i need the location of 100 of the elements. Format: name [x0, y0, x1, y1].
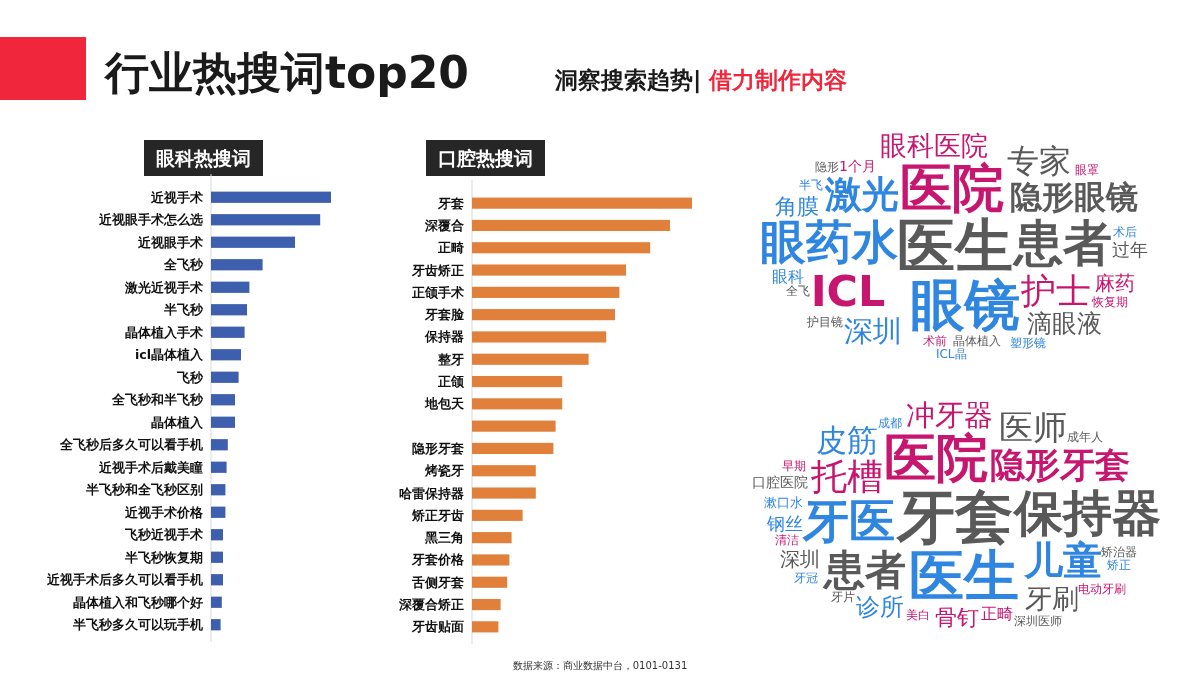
y-tick-label: 深覆合矫正: [398, 597, 464, 613]
text: 美白: [905, 607, 930, 622]
bar: [211, 236, 295, 248]
bar: [211, 416, 235, 428]
text: 患者: [1012, 215, 1113, 272]
bar: [211, 506, 226, 518]
text: 清洁: [774, 533, 799, 548]
bar: [211, 259, 263, 271]
bar: [472, 576, 508, 588]
text: 矫治器: [1101, 545, 1138, 560]
y-tick-label: 正颌手术: [411, 284, 464, 300]
text: 诊所: [855, 591, 904, 621]
text: 隐形眼镜: [1009, 178, 1138, 217]
text: 半飞: [798, 177, 823, 192]
y-tick-label: 近视手术价格: [124, 504, 204, 520]
y-tick-label: 正畸: [437, 240, 464, 256]
y-tick-label: 全飞秒: [163, 257, 204, 273]
bar: [211, 326, 245, 338]
y-tick-label: 烤瓷牙: [424, 463, 464, 479]
text: 矫正: [1106, 557, 1131, 572]
y-tick-label: 地包天: [424, 396, 464, 412]
y-tick-label: 牙套脸: [424, 307, 465, 323]
y-tick-label: 激光近视手术: [124, 279, 203, 295]
text: 隐形: [814, 159, 839, 174]
bar: [472, 598, 501, 611]
text: 洞察搜索趋势|: [554, 67, 702, 94]
bar: [472, 465, 536, 477]
y-tick-label: 舌侧牙套: [411, 574, 464, 590]
bar: [211, 214, 321, 226]
y-tick-label: 牙齿矫正: [411, 262, 464, 278]
text: ICL晶: [935, 347, 967, 362]
bar: [472, 353, 589, 365]
bar: [211, 619, 221, 631]
text: 借力制作内容: [708, 67, 848, 93]
y-tick-label: 晶体植入: [151, 414, 204, 430]
source-note: 数据来源：商业数据中台，0101-0131: [512, 660, 688, 671]
text: 骨钉: [935, 603, 980, 630]
bar: [211, 551, 223, 563]
y-tick-label: icl晶体植入: [135, 347, 204, 363]
text: 专家: [1007, 142, 1072, 181]
y-tick-label: 整牙: [437, 351, 464, 367]
text: 深圳医师: [1014, 614, 1063, 629]
text: 眼科医院: [879, 130, 988, 162]
bar: [211, 596, 222, 608]
text: 角膜: [774, 192, 819, 219]
bar: [472, 420, 556, 432]
text: 钢丝: [765, 512, 803, 534]
bar: [472, 554, 510, 566]
bar: [472, 509, 523, 521]
bar: [211, 394, 235, 406]
bar: [211, 304, 247, 316]
y-tick-label: 晶体植入和飞秒哪个好: [73, 594, 203, 610]
chart-title: 眼科热搜词: [156, 147, 251, 169]
bar: [472, 398, 563, 410]
text: 行业热搜词top20: [103, 47, 469, 98]
text: 早期: [782, 458, 807, 473]
bar: [472, 621, 499, 633]
bar: [211, 371, 239, 383]
bar: [211, 461, 227, 473]
y-tick-label: 矫正牙齿: [411, 507, 464, 523]
bar: [472, 264, 626, 276]
y-tick-label: 近视眼手术: [137, 234, 203, 250]
bar: [211, 574, 223, 586]
y-tick-label: 半飞秒恢复期: [124, 549, 203, 565]
text: 深圳: [843, 314, 902, 349]
bar: [472, 442, 554, 455]
bar: [211, 349, 241, 361]
y-tick-label: 深覆合: [424, 217, 464, 233]
text: 激光: [823, 172, 899, 217]
text: 术前: [922, 333, 947, 348]
y-tick-label: 飞秒近视手术: [124, 527, 203, 543]
y-tick-label: 牙套: [437, 195, 464, 211]
y-tick-label: 牙套价格: [411, 552, 465, 568]
bar: [472, 219, 670, 232]
text: 成都: [878, 415, 903, 430]
bar: [472, 242, 651, 254]
y-tick-label: 近视手术后戴美瞳: [98, 459, 203, 475]
y-tick-label: 近视手术后多久可以看手机: [46, 572, 203, 588]
text: 恢复期: [1090, 294, 1128, 309]
bar: [472, 532, 512, 544]
bar: [472, 487, 536, 499]
bar: [211, 191, 331, 203]
bar: [211, 281, 250, 293]
text: 深圳: [779, 546, 820, 571]
text: 成年人: [1067, 430, 1104, 445]
text: 电动牙刷: [1078, 582, 1127, 597]
y-tick-label: 半飞秒: [163, 302, 204, 318]
text: 漱口水: [764, 495, 804, 511]
y-tick-label: 哈雷保持器: [399, 485, 464, 501]
y-tick-label: 半飞秒多久可以玩手机: [72, 617, 203, 633]
bar: [211, 529, 223, 541]
y-tick-label: 半飞秒和全飞秒区别: [85, 482, 203, 498]
text: 全飞: [785, 284, 810, 299]
y-tick-label: 全飞秒和半飞秒: [111, 392, 204, 408]
y-tick-label: 隐形牙套: [412, 440, 464, 456]
text: 1个月: [839, 157, 877, 174]
bar: [472, 309, 615, 321]
bar: [472, 331, 607, 343]
y-tick-label: 正颌: [437, 374, 465, 390]
text: 护目镜: [805, 315, 843, 330]
